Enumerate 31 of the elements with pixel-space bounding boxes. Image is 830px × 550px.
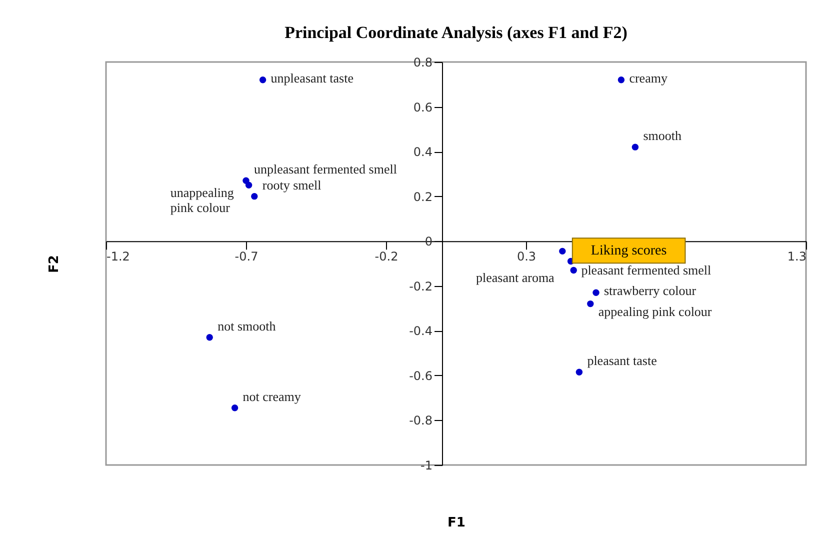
series-label: pleasant aroma: [476, 270, 555, 286]
series-label: rooty smell: [262, 177, 322, 192]
series-label: unpleasant fermented smell: [254, 162, 398, 177]
y-tick-label: -1: [420, 458, 432, 472]
series-label: pleasant fermented smell: [581, 262, 712, 278]
series-label: strawberry colour: [604, 283, 697, 298]
series-label: creamy: [629, 70, 668, 86]
y-tick-label: 0.6: [413, 100, 432, 114]
series-label: not creamy: [242, 388, 302, 404]
series-label: smooth: [643, 128, 682, 144]
annotation: Liking scores: [590, 244, 667, 259]
series-label: not smooth: [218, 318, 276, 334]
chart-title: Principal Coordinate Analysis (axes F1 and F2): [284, 23, 628, 42]
series-label: appealing pink colour: [598, 304, 712, 319]
series-label: unpleasant taste: [270, 70, 354, 86]
y-tick-label: -0.2: [409, 279, 432, 294]
series-label: pleasant taste: [587, 353, 658, 368]
y-axis-title: F2: [47, 255, 62, 273]
x-tick-label: 1.3: [787, 250, 806, 264]
series-label: unappealing pink colour: [170, 185, 234, 216]
y-tick-label: 0.2: [413, 190, 432, 204]
x-tick-label: -0.2: [374, 250, 398, 264]
y-tick-label: -0.8: [409, 414, 432, 428]
x-tick-label: -1.2: [106, 250, 130, 264]
x-tick-label: 0.3: [516, 250, 536, 264]
y-tick-label: -0.6: [409, 368, 432, 383]
x-axis-title: F1: [448, 516, 466, 530]
x-tick-label: -0.7: [234, 250, 258, 264]
y-tick-label: -0.4: [409, 324, 432, 338]
y-tick-label: 0.4: [413, 145, 432, 160]
y-tick-label: 0.8: [413, 56, 432, 70]
